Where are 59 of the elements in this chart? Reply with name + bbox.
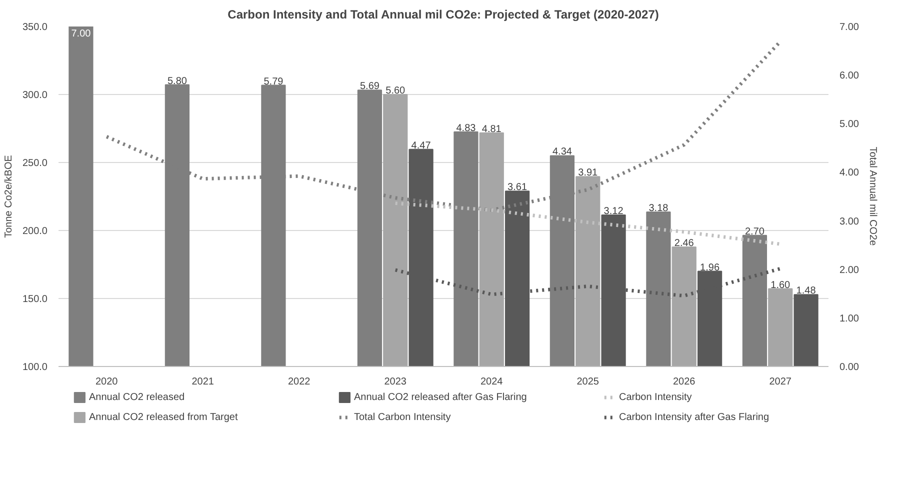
bar	[576, 176, 600, 366]
data-label: 4.83	[456, 122, 476, 134]
chart-title: Carbon Intensity and Total Annual mil CO2e: Projected & Target (2020-2027)	[228, 8, 659, 22]
data-label: 4.34	[552, 146, 572, 158]
x-tick-label: 2022	[288, 376, 311, 388]
data-label: 3.91	[578, 168, 598, 179]
y2-tick-label: 6.00	[840, 70, 860, 82]
bar	[646, 212, 671, 366]
y-tick-label: 100.0	[22, 362, 48, 373]
bar	[794, 294, 818, 366]
bar	[672, 246, 696, 366]
y2-tick-label: 1.00	[840, 313, 860, 324]
x-tick-label: 2027	[769, 376, 792, 388]
x-tick-label: 2025	[576, 376, 600, 388]
data-label: 5.79	[264, 76, 284, 88]
y2-tick-label: 5.00	[840, 119, 860, 130]
y2-axis-title: Total Annual mil CO2e	[866, 146, 878, 246]
data-label: 1.96	[700, 262, 720, 274]
legend-label: Annual CO2 released from Target	[88, 412, 238, 423]
data-label: 1.60	[770, 280, 791, 291]
data-label: 5.80	[167, 76, 188, 87]
legend-label: Carbon Intensity after Gas Flaring	[618, 412, 770, 423]
y-tick-label: 200.0	[22, 226, 48, 237]
y-tick-label: 150.0	[22, 294, 48, 305]
x-tick-label: 2026	[673, 376, 696, 388]
y2-tick-label: 4.00	[840, 168, 860, 179]
data-label: 5.69	[360, 81, 380, 92]
x-tick-label: 2024	[480, 376, 504, 388]
y-tick-label: 250.0	[22, 158, 48, 169]
data-label: 5.60	[386, 86, 406, 96]
x-tick-label: 2021	[192, 376, 214, 388]
y2-tick-label: 0.00	[840, 362, 860, 373]
legend-label: Total Carbon Intensity	[354, 412, 451, 423]
legend-label: Annual CO2 released after Gas Flaring	[354, 392, 527, 403]
bar	[383, 94, 408, 366]
y-tick-label: 300.0	[22, 90, 48, 101]
data-label: 7.00	[71, 28, 92, 40]
bar	[768, 288, 793, 366]
y-axis-title: Tonne Co2e/kBOE	[3, 154, 14, 238]
data-label: 2.70	[744, 226, 765, 238]
bar	[742, 234, 768, 366]
y2-tick-label: 2.00	[840, 264, 860, 276]
data-label: 3.18	[648, 203, 669, 214]
bar	[479, 132, 504, 366]
data-label: 4.81	[482, 124, 502, 135]
y2-tick-label: 7.00	[840, 22, 860, 33]
line-series	[394, 202, 782, 246]
data-label: 2.46	[674, 238, 694, 250]
legend-label: Annual CO2 released	[88, 392, 185, 403]
legend-label: Carbon Intensity	[618, 392, 692, 403]
x-tick-label: 2020	[96, 376, 118, 388]
y-tick-label: 350.0	[22, 22, 48, 33]
x-tick-label: 2023	[384, 376, 407, 388]
data-label: 1.48	[796, 286, 816, 297]
y2-tick-label: 3.00	[840, 216, 860, 228]
data-label: 3.61	[508, 182, 528, 194]
bar	[68, 26, 94, 366]
data-label: 4.47	[411, 140, 432, 152]
data-label: 3.12	[604, 206, 624, 217]
